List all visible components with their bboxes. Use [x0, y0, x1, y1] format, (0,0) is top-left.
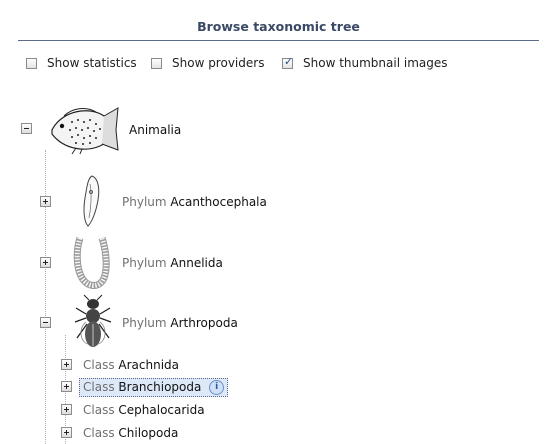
arachnida-name: Arachnida: [118, 358, 180, 372]
insect-thumbnail-icon: [74, 294, 112, 347]
show-statistics-option[interactable]: Show statistics: [26, 55, 137, 71]
expand-branchiopoda-button[interactable]: [61, 381, 72, 392]
acanthocephala-name: Acanthocephala: [170, 195, 267, 209]
show-thumbnails-label: Show thumbnail images: [303, 56, 448, 70]
expand-cephalocarida-button[interactable]: [61, 404, 72, 415]
fish-thumbnail-icon: [51, 107, 119, 155]
chilopoda-name: Chilopoda: [118, 426, 179, 440]
tree-node-cephalocarida[interactable]: Class Cephalocarida: [83, 403, 205, 417]
tree-node-animalia[interactable]: Animalia: [129, 123, 181, 137]
annelida-rank: Phylum: [122, 256, 167, 270]
collapse-arthropoda-button[interactable]: [40, 317, 51, 328]
show-statistics-checkbox[interactable]: [26, 57, 37, 69]
tree-node-acanthocephala[interactable]: Phylum Acanthocephala: [122, 195, 267, 209]
show-providers-option[interactable]: Show providers: [151, 55, 264, 71]
animalia-name: Animalia: [129, 123, 182, 137]
arthropoda-rank: Phylum: [122, 316, 167, 330]
cephalocarida-name: Cephalocarida: [118, 403, 205, 417]
checkmark-icon: ✓: [284, 54, 294, 68]
annelida-name: Annelida: [170, 256, 223, 270]
show-thumbnails-option[interactable]: ✓ Show thumbnail images: [282, 55, 448, 71]
expand-annelida-button[interactable]: [40, 257, 51, 268]
tree-node-arthropoda[interactable]: Phylum Arthropoda: [122, 316, 238, 330]
tree-line-kingdom: [45, 150, 46, 444]
info-icon[interactable]: i: [209, 380, 225, 395]
title-divider: [18, 40, 539, 41]
acanthocephala-rank: Phylum: [122, 195, 167, 209]
expand-arachnida-button[interactable]: [61, 359, 72, 370]
cephalocarida-rank: Class: [83, 403, 115, 417]
tree-node-arachnida[interactable]: Class Arachnida: [83, 358, 179, 372]
collapse-animalia-button[interactable]: [21, 123, 32, 134]
expand-chilopoda-button[interactable]: [61, 427, 72, 438]
worm-acanthocephala-thumbnail-icon: [83, 175, 100, 227]
expand-acanthocephala-button[interactable]: [40, 196, 51, 207]
show-providers-label: Show providers: [172, 56, 265, 70]
chilopoda-rank: Class: [83, 426, 115, 440]
arthropoda-name: Arthropoda: [170, 316, 238, 330]
branchiopoda-rank: Class: [83, 380, 115, 394]
tree-node-chilopoda[interactable]: Class Chilopoda: [83, 426, 178, 440]
worm-annelida-thumbnail-icon: [73, 236, 110, 289]
tree-node-annelida[interactable]: Phylum Annelida: [122, 256, 223, 270]
panel-title: Browse taxonomic tree: [197, 19, 360, 34]
branchiopoda-name: Branchiopoda: [118, 380, 202, 394]
arachnida-rank: Class: [83, 358, 115, 372]
show-providers-checkbox[interactable]: [151, 57, 162, 69]
show-thumbnails-checkbox[interactable]: ✓: [282, 54, 294, 69]
tree-node-branchiopoda[interactable]: Class Branchiopoda i: [79, 378, 229, 397]
show-statistics-label: Show statistics: [47, 56, 137, 70]
